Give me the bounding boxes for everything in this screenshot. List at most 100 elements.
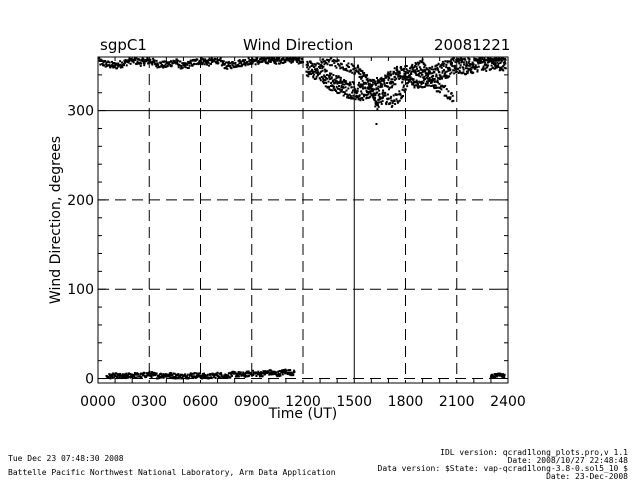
data-point <box>193 372 196 375</box>
data-point <box>468 58 471 61</box>
data-point <box>377 105 380 108</box>
data-point <box>431 65 434 68</box>
data-point <box>142 372 145 375</box>
data-point <box>404 70 407 73</box>
data-point <box>118 376 121 379</box>
data-point <box>460 59 463 62</box>
data-point <box>112 65 115 68</box>
data-point <box>208 64 211 67</box>
data-point <box>322 77 325 80</box>
data-point <box>396 70 399 73</box>
data-point <box>237 371 240 374</box>
data-point <box>471 63 474 66</box>
data-point <box>177 373 180 376</box>
data-point <box>215 372 218 375</box>
data-point <box>348 93 351 96</box>
data-point <box>492 63 495 66</box>
data-point <box>482 66 485 69</box>
data-point <box>203 63 206 66</box>
data-point <box>470 68 473 71</box>
data-point <box>356 64 359 67</box>
data-point <box>421 86 424 89</box>
data-point <box>154 62 157 65</box>
data-point <box>370 80 373 83</box>
data-point <box>348 82 351 85</box>
data-point <box>359 68 362 71</box>
data-point <box>451 94 454 97</box>
data-point <box>436 66 439 69</box>
data-point <box>186 63 189 66</box>
data-point <box>300 60 303 63</box>
data-point <box>313 63 316 66</box>
y-tick-label-200: 200 <box>67 193 94 209</box>
data-point <box>502 69 505 72</box>
data-point <box>213 374 216 377</box>
data-point <box>452 57 455 60</box>
data-point <box>451 100 454 103</box>
data-point <box>457 72 460 75</box>
data-point <box>375 82 378 85</box>
data-point <box>312 70 315 73</box>
data-point <box>340 63 343 66</box>
data-point <box>436 64 439 67</box>
data-point <box>326 77 329 80</box>
data-point <box>288 60 291 63</box>
data-point <box>310 73 313 76</box>
data-point <box>421 73 424 76</box>
data-point <box>345 89 348 92</box>
data-point <box>134 376 137 379</box>
data-point <box>161 376 164 379</box>
data-point <box>360 92 363 95</box>
data-point <box>466 67 469 70</box>
footer-timestamp: Tue Dec 23 07:48:30 2008 <box>8 454 124 463</box>
data-point <box>131 376 134 379</box>
data-point <box>497 66 500 69</box>
data-point <box>311 62 314 65</box>
data-point <box>156 66 159 69</box>
data-point <box>450 91 453 94</box>
data-point <box>427 72 430 75</box>
data-point <box>495 373 498 376</box>
data-point <box>491 66 494 69</box>
data-point <box>371 78 374 81</box>
data-point <box>133 371 136 374</box>
data-point <box>345 82 348 85</box>
data-point <box>392 72 395 75</box>
data-point <box>376 91 379 94</box>
data-point <box>353 86 356 89</box>
data-point <box>417 83 420 86</box>
data-point <box>474 65 477 68</box>
data-point <box>329 64 332 67</box>
data-point <box>324 75 327 78</box>
x-tick-label-1500: 1500 <box>336 394 372 410</box>
data-point <box>416 70 419 73</box>
data-point <box>421 60 424 63</box>
data-point <box>375 87 378 90</box>
data-point <box>264 59 267 62</box>
data-point <box>421 70 424 73</box>
data-point <box>409 67 412 70</box>
data-point <box>307 75 310 78</box>
data-point <box>198 61 201 64</box>
data-point <box>451 61 454 64</box>
data-point <box>260 58 263 61</box>
data-point <box>265 372 268 375</box>
data-point <box>423 75 426 78</box>
data-point <box>413 71 416 74</box>
data-point <box>468 60 471 63</box>
data-point <box>101 59 104 62</box>
data-point <box>177 66 180 69</box>
data-point <box>163 64 166 67</box>
data-point <box>243 61 246 64</box>
data-point <box>359 97 362 100</box>
data-point <box>346 96 349 99</box>
data-point <box>477 65 480 68</box>
data-point <box>229 62 232 65</box>
data-point <box>169 60 172 63</box>
data-point <box>436 86 439 89</box>
data-point <box>479 57 482 60</box>
data-point <box>459 59 462 62</box>
data-point <box>444 60 447 63</box>
data-point <box>142 60 145 63</box>
x-tick-label-1800: 1800 <box>388 394 424 410</box>
